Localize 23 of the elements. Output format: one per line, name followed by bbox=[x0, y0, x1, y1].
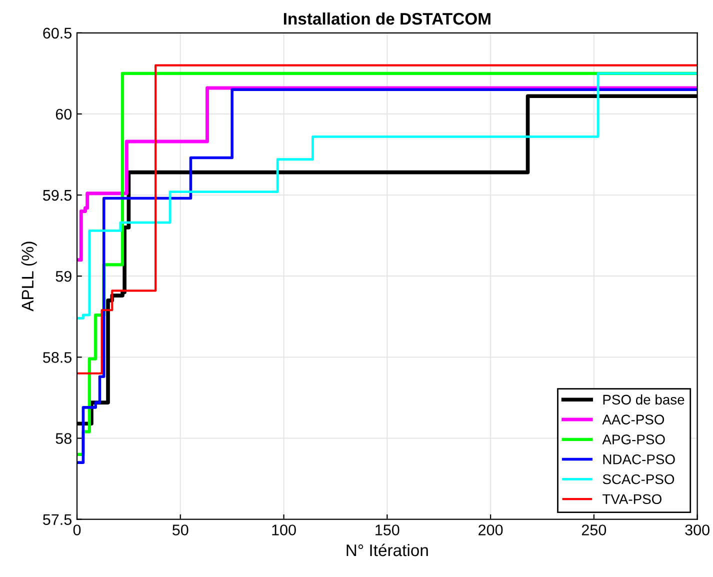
x-tick-label: 100 bbox=[272, 524, 296, 536]
y-tick-label: 60 bbox=[56, 108, 72, 120]
y-tick-label: 58.5 bbox=[43, 352, 72, 363]
x-tick-label: 0 bbox=[73, 524, 81, 536]
x-axis-title: N° Itération bbox=[346, 544, 428, 556]
legend-label: TVA-PSO bbox=[602, 494, 662, 504]
legend-label: AAC-PSO bbox=[602, 414, 664, 424]
y-axis-title: APLL (%) bbox=[21, 242, 37, 312]
x-tick-label: 300 bbox=[685, 524, 710, 536]
legend-label: SCAC-PSO bbox=[602, 474, 674, 484]
x-tick-label: 150 bbox=[376, 524, 400, 536]
y-tick-label: 60.5 bbox=[43, 28, 72, 39]
x-tick-label: 50 bbox=[172, 524, 188, 536]
legend-label: PSO de base bbox=[603, 394, 684, 405]
y-tick-label: 59.5 bbox=[43, 190, 72, 201]
legend-label: APG-PSO bbox=[602, 434, 665, 444]
y-tick-label: 57.5 bbox=[43, 514, 72, 525]
x-tick-label: 200 bbox=[478, 524, 503, 536]
x-tick-label: 250 bbox=[582, 524, 606, 536]
legend-label: NDAC-PSO bbox=[603, 454, 675, 464]
chart-title: Installation de DSTATCOM bbox=[284, 12, 490, 25]
y-tick-label: 58 bbox=[56, 433, 72, 444]
y-tick-label: 59 bbox=[56, 270, 72, 282]
